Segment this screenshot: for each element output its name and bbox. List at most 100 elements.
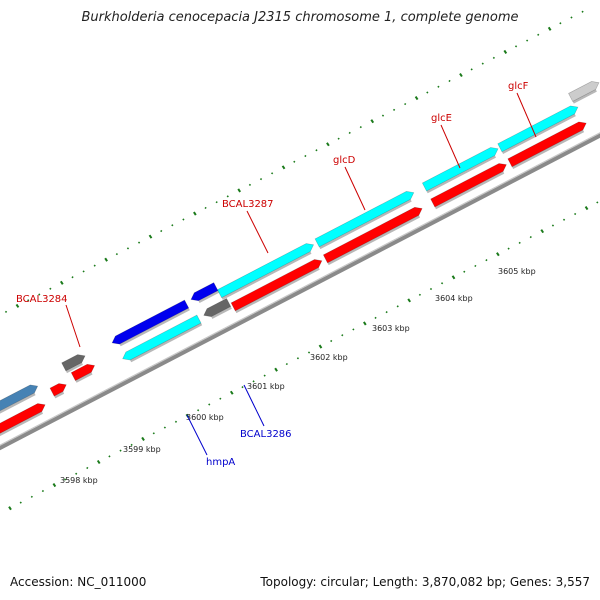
tick-mark-inner bbox=[341, 334, 344, 337]
tick-mark-inner bbox=[407, 298, 411, 303]
cds-arrow bbox=[430, 163, 507, 208]
kbp-label: 3602 kbp bbox=[310, 353, 348, 362]
kbp-label: 3604 kbp bbox=[435, 294, 473, 303]
tick-mark-outer bbox=[171, 224, 174, 227]
tick-mark-outer bbox=[326, 142, 330, 147]
tick-mark-inner bbox=[474, 264, 477, 268]
tick-mark-outer bbox=[581, 10, 584, 13]
tick-mark-inner bbox=[41, 489, 45, 493]
tick-mark-outer bbox=[559, 22, 562, 25]
tick-mark-outer bbox=[570, 16, 573, 19]
tick-mark-outer bbox=[381, 114, 385, 117]
tick-mark-inner bbox=[518, 241, 521, 244]
tick-mark-outer bbox=[470, 68, 473, 71]
gene-label-leader bbox=[440, 124, 461, 169]
tick-mark-outer bbox=[503, 49, 508, 54]
gene-label: BCAL3286 bbox=[240, 429, 292, 440]
tick-mark-inner bbox=[96, 459, 101, 465]
tick-mark-inner bbox=[108, 455, 111, 458]
cds-arrow-shadow bbox=[434, 171, 505, 210]
cds-arrow bbox=[0, 403, 46, 434]
cds-arrow bbox=[230, 259, 323, 312]
gene-arrow bbox=[568, 81, 600, 102]
kbp-label: 3605 kbp bbox=[498, 267, 536, 276]
tick-mark-inner bbox=[152, 432, 155, 435]
tick-mark-inner bbox=[63, 478, 67, 481]
gene-arrow-reverse bbox=[190, 282, 219, 302]
kbp-label: 3599 kbp bbox=[123, 445, 161, 454]
tick-mark-outer bbox=[414, 96, 419, 101]
gene-arrow-reverse-shadow bbox=[130, 323, 203, 363]
tick-mark-outer bbox=[392, 108, 396, 111]
tick-mark-inner bbox=[19, 501, 22, 504]
tick-mark-inner bbox=[252, 380, 255, 383]
cds-arrow-shadow bbox=[235, 267, 320, 314]
gene-arrow-reverse bbox=[203, 298, 232, 317]
gene-arrow bbox=[314, 191, 415, 248]
gene-label-leader bbox=[186, 414, 208, 456]
gene-label: BCAL3284 bbox=[16, 294, 68, 305]
tick-mark-inner bbox=[429, 287, 433, 291]
gene-label: glcE bbox=[431, 113, 452, 124]
tick-mark-inner bbox=[30, 495, 33, 498]
tick-mark-inner bbox=[385, 311, 388, 314]
cds-arrow-shadow bbox=[75, 372, 93, 383]
tick-mark-outer bbox=[193, 211, 197, 216]
tick-mark-outer bbox=[404, 102, 407, 106]
tick-mark-outer bbox=[370, 119, 375, 124]
tick-mark-outer bbox=[426, 91, 429, 94]
map-title: Burkholderia cenocepacia J2315 chromosom… bbox=[81, 10, 519, 25]
tick-mark-inner bbox=[119, 449, 122, 452]
tick-mark-outer bbox=[271, 172, 274, 175]
gene-arrow bbox=[497, 105, 579, 153]
tick-mark-inner bbox=[574, 212, 577, 216]
tick-mark-outer bbox=[293, 160, 296, 163]
tick-mark-outer bbox=[481, 62, 484, 65]
tick-mark-outer bbox=[448, 79, 451, 83]
tick-mark-inner bbox=[451, 275, 456, 280]
tick-mark-inner bbox=[363, 321, 367, 326]
tick-mark-outer bbox=[259, 177, 263, 181]
tick-mark-inner bbox=[263, 374, 266, 377]
cds-arrow-shadow bbox=[0, 411, 44, 437]
gene-arrow-shadow bbox=[0, 392, 36, 414]
tick-mark-outer bbox=[348, 131, 351, 135]
gene-label-leader bbox=[246, 210, 269, 254]
gene-arrow-reverse bbox=[122, 314, 202, 361]
tick-mark-outer bbox=[126, 247, 130, 250]
tick-mark-outer bbox=[71, 276, 74, 279]
tick-mark-inner bbox=[584, 205, 589, 211]
tick-mark-outer bbox=[315, 149, 318, 152]
gene-label: hmpA bbox=[206, 457, 235, 468]
gene-arrow-reverse-shadow bbox=[119, 308, 190, 347]
tick-mark-outer bbox=[204, 206, 207, 210]
tick-mark-outer bbox=[93, 264, 96, 267]
tick-mark-outer bbox=[82, 270, 85, 273]
tick-mark-outer bbox=[27, 299, 30, 302]
tick-mark-inner bbox=[208, 403, 211, 406]
gene-label: glcD bbox=[333, 155, 356, 166]
genome-stats-text: Topology: circular; Length: 3,870,082 bp… bbox=[260, 575, 590, 589]
gene-arrow-reverse-shadow bbox=[198, 290, 220, 303]
gene-label-leader bbox=[344, 166, 366, 211]
gene-arrow-shadow bbox=[501, 113, 576, 154]
tick-mark-inner bbox=[485, 259, 488, 262]
tick-mark-outer bbox=[514, 45, 518, 48]
tick-mark-inner bbox=[130, 443, 133, 446]
tick-mark-outer bbox=[537, 33, 540, 36]
gene-arrow-shadow bbox=[65, 362, 83, 374]
gene-arrow bbox=[0, 384, 39, 412]
tick-mark-outer bbox=[526, 39, 529, 42]
tick-mark-outer bbox=[160, 229, 163, 233]
gene-label-leader bbox=[65, 304, 81, 348]
tick-mark-inner bbox=[374, 316, 377, 319]
gene-arrow-reverse bbox=[111, 299, 190, 345]
tick-mark-inner bbox=[197, 409, 200, 412]
gene-arrow-reverse-shadow bbox=[211, 306, 232, 319]
tick-mark-outer bbox=[49, 287, 52, 290]
tick-mark-inner bbox=[418, 293, 422, 296]
gene-label-leader bbox=[516, 92, 537, 138]
tick-mark-inner bbox=[318, 344, 323, 349]
tick-mark-outer bbox=[337, 137, 340, 140]
gene-label-leader bbox=[243, 384, 265, 427]
